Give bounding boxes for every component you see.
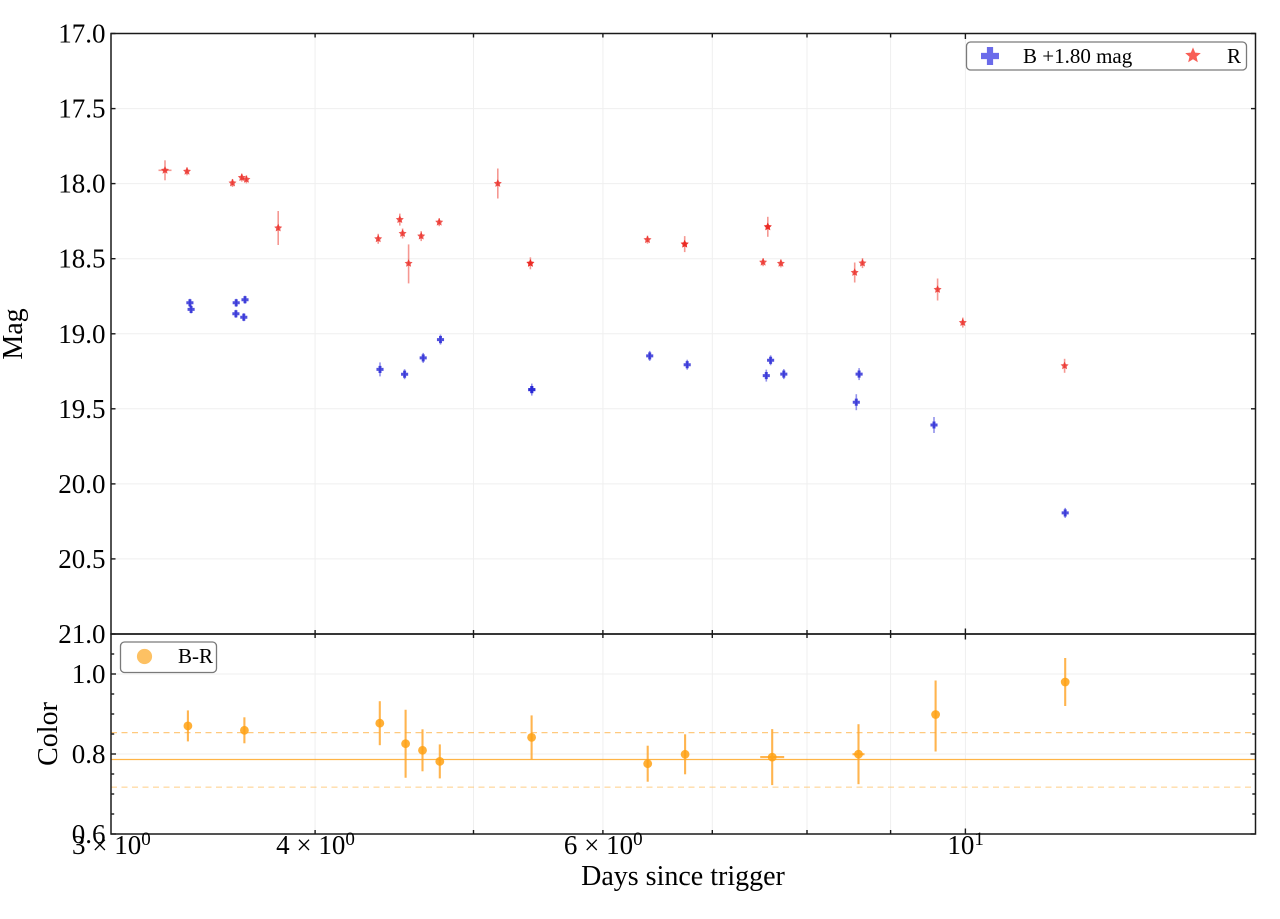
svg-text:20.0: 20.0 bbox=[58, 469, 105, 499]
svg-text:18.0: 18.0 bbox=[58, 169, 105, 199]
svg-text:0.8: 0.8 bbox=[72, 739, 106, 769]
svg-text:1.0: 1.0 bbox=[72, 659, 106, 689]
svg-text:4 × 100: 4 × 100 bbox=[276, 829, 355, 860]
svg-text:B-R: B-R bbox=[178, 644, 213, 668]
svg-text:Days since trigger: Days since trigger bbox=[581, 861, 785, 892]
svg-text:19.0: 19.0 bbox=[58, 319, 105, 349]
svg-text:6 × 100: 6 × 100 bbox=[564, 829, 643, 860]
svg-text:17.5: 17.5 bbox=[58, 94, 105, 124]
svg-text:Color: Color bbox=[33, 701, 64, 765]
svg-text:18.5: 18.5 bbox=[58, 244, 105, 274]
svg-text:R: R bbox=[1227, 44, 1241, 68]
svg-text:17.0: 17.0 bbox=[58, 19, 105, 49]
svg-text:20.5: 20.5 bbox=[58, 544, 105, 574]
svg-text:19.5: 19.5 bbox=[58, 394, 105, 424]
svg-text:21.0: 21.0 bbox=[58, 619, 105, 649]
svg-text:B +1.80 mag: B +1.80 mag bbox=[1023, 44, 1133, 68]
svg-text:3 × 100: 3 × 100 bbox=[72, 829, 151, 860]
svg-text:0.6: 0.6 bbox=[72, 819, 106, 849]
svg-text:Mag: Mag bbox=[0, 308, 29, 359]
